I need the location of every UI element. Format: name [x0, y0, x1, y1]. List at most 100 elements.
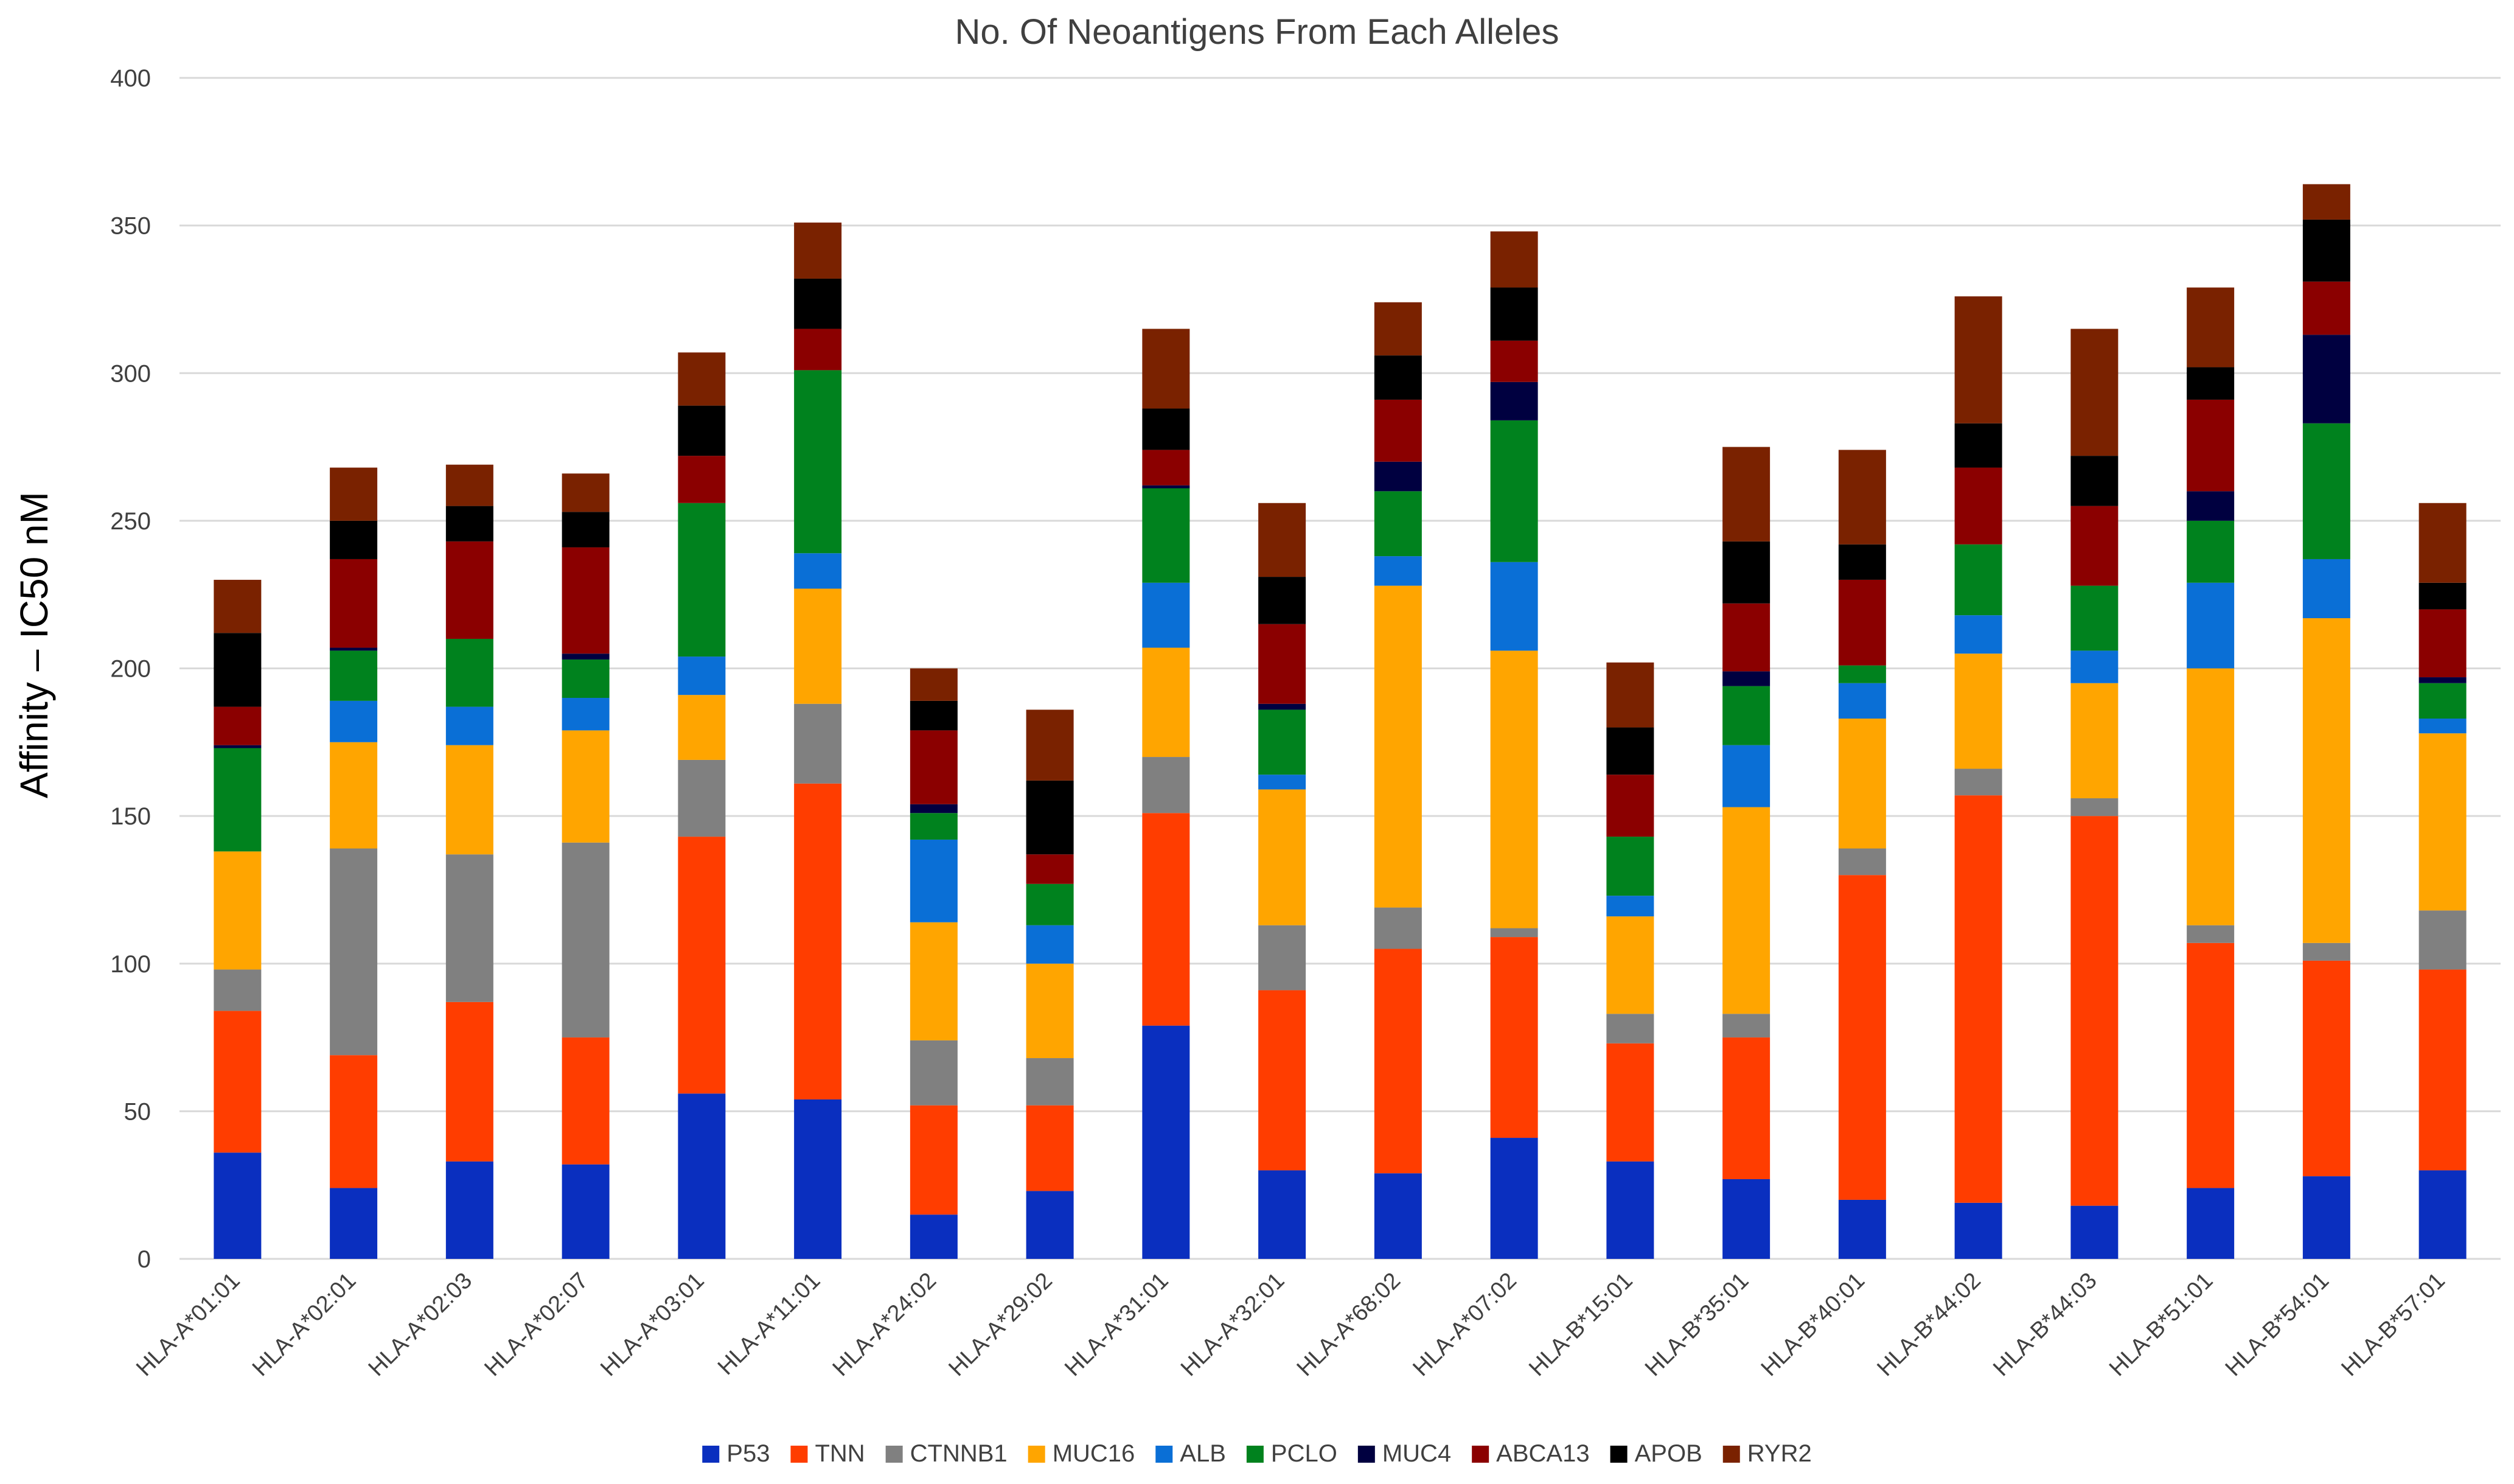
bar-segment-apob [794, 278, 842, 329]
bar-segment-tnn [1142, 813, 1190, 1026]
bar-stack-hla-b-44-02 [1954, 296, 2002, 1259]
bar-segment-abca13 [910, 730, 958, 804]
bar-segment-p53 [1374, 1173, 1422, 1259]
bar-segment-p53 [794, 1099, 842, 1259]
bar-segment-p53 [1026, 1191, 1074, 1259]
y-tick-label: 250 [110, 508, 151, 535]
legend-swatch [1722, 1446, 1740, 1463]
legend-swatch [1246, 1446, 1264, 1463]
bar-segment-tnn [2070, 816, 2119, 1206]
bar-stacks [214, 184, 2467, 1259]
bar-segment-ryr2 [2302, 184, 2350, 220]
bar-stack-hla-b-57-01 [2418, 503, 2467, 1259]
bar-segment-ryr2 [1142, 329, 1190, 409]
bar-segment-abca13 [2070, 506, 2119, 586]
bar-segment-muc16 [2187, 668, 2235, 925]
bar-segment-tnn [2187, 942, 2235, 1188]
bar-stack-hla-a-02-03 [445, 464, 493, 1259]
legend-swatch [1357, 1446, 1375, 1463]
bar-segment-alb [2187, 582, 2235, 669]
bar-segment-abca13 [214, 706, 262, 745]
bar-segment-abca13 [2418, 609, 2467, 678]
bar-segment-alb [910, 839, 958, 922]
bar-segment-p53 [2302, 1176, 2350, 1259]
bar-segment-muc4 [2302, 335, 2350, 423]
bar-segment-p53 [2187, 1188, 2235, 1259]
bar-segment-p53 [910, 1214, 958, 1259]
bar-segment-p53 [1838, 1199, 1886, 1259]
bar-segment-muc16 [1142, 647, 1190, 758]
y-tick-label: 50 [124, 1098, 151, 1125]
bar-segment-muc4 [1258, 703, 1306, 710]
bar-segment-alb [2418, 718, 2467, 734]
bar-segment-ryr2 [1838, 450, 1886, 545]
bar-segment-ctnnb1 [2187, 925, 2235, 943]
bar-segment-pclo [1490, 420, 1538, 562]
bar-segment-ctnnb1 [794, 703, 842, 784]
bar-segment-apob [1722, 541, 1771, 604]
y-tick-label: 150 [110, 803, 151, 830]
bar-segment-muc16 [1374, 585, 1422, 908]
bar-segment-pclo [1954, 544, 2002, 616]
bar-stack-hla-b-15-01 [1606, 662, 1654, 1259]
bar-segment-abca13 [1722, 603, 1771, 672]
legend-item-ryr2: RYR2 [1722, 1440, 1812, 1467]
legend-item-abca13: ABCA13 [1472, 1440, 1590, 1467]
bar-segment-ryr2 [1374, 302, 1422, 356]
bar-segment-abca13 [1374, 399, 1422, 462]
legend-item-muc4: MUC4 [1357, 1440, 1451, 1467]
bar-segment-p53 [214, 1152, 262, 1259]
bar-segment-apob [1490, 287, 1538, 341]
bar-segment-abca13 [1606, 775, 1654, 837]
bar-segment-apob [562, 512, 610, 548]
bar-segment-ctnnb1 [1374, 907, 1422, 949]
bar-segment-muc4 [330, 647, 378, 651]
bar-segment-ryr2 [1026, 709, 1074, 781]
bar-segment-pclo [1606, 837, 1654, 896]
legend-swatch [790, 1446, 808, 1463]
bar-segment-pclo [1026, 883, 1074, 925]
bar-segment-ctnnb1 [2070, 798, 2119, 817]
bar-segment-pclo [910, 813, 958, 840]
bar-segment-pclo [678, 503, 726, 657]
bar-segment-apob [1374, 355, 1422, 400]
y-tick-label: 400 [110, 65, 151, 92]
bar-segment-p53 [1954, 1202, 2002, 1259]
bar-stack-hla-b-35-01 [1722, 447, 1771, 1259]
bar-segment-ctnnb1 [1142, 757, 1190, 813]
bar-segment-ctnnb1 [2418, 910, 2467, 970]
bar-segment-alb [678, 657, 726, 695]
legend-item-pclo: PCLO [1246, 1440, 1337, 1467]
bar-segment-tnn [1258, 990, 1306, 1171]
y-tick-label: 300 [110, 360, 151, 387]
bar-segment-tnn [445, 1002, 493, 1162]
legend-swatch [1028, 1446, 1045, 1463]
bar-segment-tnn [1722, 1037, 1771, 1179]
legend-swatch [1472, 1446, 1489, 1463]
bar-segment-muc16 [2070, 683, 2119, 799]
bar-segment-muc4 [562, 653, 610, 660]
bar-segment-alb [794, 553, 842, 589]
bar-segment-pclo [1374, 491, 1422, 557]
bar-segment-ctnnb1 [1838, 848, 1886, 876]
bar-segment-apob [1838, 544, 1886, 580]
bar-segment-p53 [1606, 1161, 1654, 1259]
bar-stack-hla-a-03-01 [678, 352, 726, 1259]
bar-segment-ryr2 [1954, 296, 2002, 423]
bar-segment-apob [678, 405, 726, 456]
bar-segment-p53 [1490, 1138, 1538, 1259]
bar-segment-alb [562, 698, 610, 731]
bar-segment-muc16 [1490, 650, 1538, 928]
bar-segment-abca13 [2187, 399, 2235, 492]
bar-stack-hla-a-01-01 [214, 579, 262, 1259]
bar-stack-hla-a-32-01 [1258, 503, 1306, 1259]
chart-title: No. Of Neoantigens From Each Alleles [955, 12, 1559, 52]
bar-segment-alb [1026, 925, 1074, 964]
legend-label: ABCA13 [1496, 1440, 1589, 1467]
bar-segment-muc16 [214, 851, 262, 970]
bar-segment-tnn [1954, 795, 2002, 1203]
bar-segment-alb [1258, 775, 1306, 790]
bar-segment-abca13 [1142, 450, 1190, 486]
bar-stack-hla-b-44-03 [2070, 329, 2119, 1259]
legend-label: APOB [1635, 1440, 1702, 1467]
